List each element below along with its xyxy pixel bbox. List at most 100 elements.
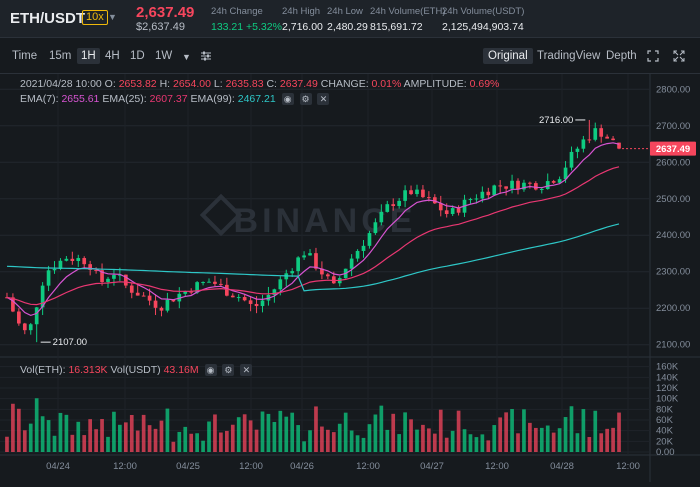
vol-usdt-label: Vol(USDT) <box>110 364 161 376</box>
more-intervals-chevron-icon[interactable]: ▼ <box>182 52 191 62</box>
volume-bar <box>224 430 229 452</box>
gear-icon[interactable]: ⚙ <box>299 93 312 106</box>
volume-bar <box>539 427 544 452</box>
candle-body <box>397 200 402 207</box>
candle-body <box>34 307 39 325</box>
volume-gear-icon[interactable]: ⚙ <box>222 364 235 377</box>
volume-bar <box>605 428 609 452</box>
legend-open-label: O: <box>104 78 116 90</box>
volume-bar <box>76 421 81 452</box>
chevron-down-icon[interactable]: ▼ <box>108 12 117 22</box>
interval-15m[interactable]: 15m <box>49 50 72 62</box>
vol-eth-value: 16.313K <box>68 364 108 376</box>
interval-time[interactable]: Time <box>12 50 38 62</box>
candle-body <box>492 185 497 196</box>
ema25-value: 2607.37 <box>149 93 188 105</box>
candle-body <box>551 181 556 183</box>
volume-bar <box>260 411 265 452</box>
candle-body <box>248 300 253 304</box>
candle-body <box>432 197 437 204</box>
volume-bar <box>462 429 467 452</box>
candle-body <box>147 295 152 301</box>
candle-body <box>314 253 318 269</box>
volume-bar <box>533 427 538 452</box>
candle-body <box>28 324 33 331</box>
volume-usdt-value: 2,125,494,903.74 <box>442 21 524 33</box>
volume-bar <box>468 434 473 452</box>
volume-bar <box>492 425 497 452</box>
candle-body <box>617 142 621 149</box>
volume-bar <box>337 423 342 452</box>
ema99-line <box>6 223 620 292</box>
volume-bar <box>141 414 146 452</box>
volume-bar <box>444 437 449 452</box>
candle-body <box>516 180 520 190</box>
last-price: 2,637.49 <box>136 4 195 21</box>
time-tick-label: 12:00 <box>113 461 137 472</box>
volume-bar <box>379 405 384 452</box>
change-label: 24h Change <box>211 6 263 17</box>
candle-body <box>82 258 87 265</box>
candle-body <box>171 299 176 302</box>
candle-body <box>106 278 110 282</box>
kline-canvas[interactable]: 2800.00 2700.00 2600.00 2500.00 2400.00 2300.… <box>0 74 700 482</box>
view-depth[interactable]: Depth <box>606 50 637 62</box>
candle-body <box>593 128 598 140</box>
ema25-label: EMA(25): <box>102 93 147 105</box>
last-price-usd: $2,637.49 <box>136 21 185 33</box>
volume-eth-value: 815,691.72 <box>370 21 423 33</box>
volume-bar <box>587 437 592 452</box>
volume-bar <box>129 414 134 452</box>
legend-datetime: 2021/04/28 10:00 <box>20 78 102 90</box>
volume-bar <box>17 408 21 452</box>
fullscreen-icon[interactable] <box>647 50 659 62</box>
candle-body <box>22 323 27 331</box>
close-icon[interactable]: ✕ <box>317 93 330 106</box>
candle-body <box>361 245 366 251</box>
volume-close-icon[interactable]: ✕ <box>240 364 253 377</box>
volume-bar <box>278 410 283 452</box>
volume-bar <box>438 409 443 452</box>
legend-close: 2637.49 <box>279 78 318 90</box>
candle-body <box>587 139 592 141</box>
eye-icon[interactable]: ◉ <box>281 93 294 106</box>
ema-legend: EMA(7): 2655.61 EMA(25): 2607.37 EMA(99)… <box>20 93 330 106</box>
volume-bar <box>486 440 491 452</box>
indicator-settings-icon[interactable] <box>200 50 212 62</box>
low-marker-label: 2107.00 <box>53 337 87 348</box>
interval-4h[interactable]: 4H <box>105 50 120 62</box>
volume-bar <box>106 436 110 452</box>
legend-open: 2653.82 <box>118 78 157 90</box>
current-price-tag <box>650 141 696 156</box>
volume-eye-icon[interactable]: ◉ <box>204 364 217 377</box>
leverage-badge[interactable]: 10x <box>82 10 108 25</box>
volume-bar <box>361 437 366 452</box>
volume-bar <box>248 420 253 452</box>
candle-body <box>563 167 568 180</box>
candle-body <box>70 258 75 262</box>
candle-body <box>302 255 306 258</box>
candle-body <box>290 271 295 274</box>
kline-chart[interactable]: 2800.00 2700.00 2600.00 2500.00 2400.00 2300.… <box>0 74 700 482</box>
interval-1h[interactable]: 1H <box>77 48 100 64</box>
price-tick-label: 2500.00 <box>656 194 690 205</box>
interval-1w[interactable]: 1W <box>155 50 173 62</box>
pair-name[interactable]: ETH/USDT <box>10 10 85 27</box>
volume-bar <box>450 430 455 452</box>
volume-bar <box>219 432 223 452</box>
candle-body <box>326 274 330 277</box>
volume-bar <box>302 441 306 452</box>
vol-usdt-value: 43.16M <box>163 364 199 376</box>
change-value: 133.21 +5.32% <box>211 21 282 33</box>
legend-high: 2654.00 <box>173 78 211 90</box>
view-original[interactable]: Original <box>483 48 533 64</box>
expand-icon[interactable] <box>673 50 685 62</box>
candle-body <box>159 307 164 311</box>
view-tradingview[interactable]: TradingView <box>537 50 601 62</box>
interval-1d[interactable]: 1D <box>130 50 145 62</box>
candle-body <box>421 189 425 198</box>
candle-body <box>296 257 300 272</box>
volume-bar <box>28 423 33 452</box>
volume-bar <box>575 433 580 452</box>
candle-body <box>605 136 609 139</box>
